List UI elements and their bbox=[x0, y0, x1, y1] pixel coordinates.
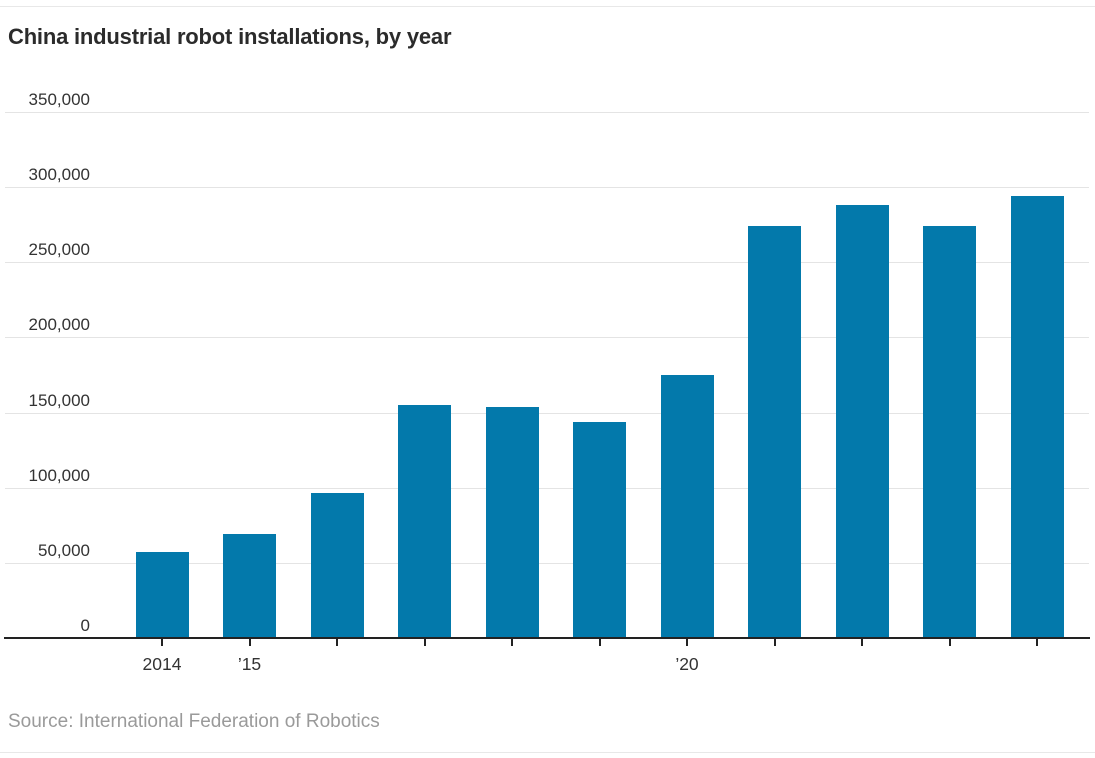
y-tick-label: 350,000 bbox=[28, 90, 90, 109]
x-tick-mark bbox=[598, 639, 601, 646]
bar-2014 bbox=[135, 552, 189, 637]
x-tick-label: 2014 bbox=[142, 654, 182, 674]
bar-2018 bbox=[485, 406, 539, 637]
gridline bbox=[5, 337, 1089, 339]
y-tick-label: 200,000 bbox=[28, 315, 90, 335]
x-tick-mark bbox=[948, 639, 951, 646]
bottom-divider bbox=[0, 752, 1095, 753]
x-tick-label: ’15 bbox=[237, 654, 262, 674]
chart-title: China industrial robot installations, by… bbox=[8, 24, 452, 49]
bar-2015 bbox=[223, 534, 276, 637]
gridline bbox=[5, 487, 1089, 489]
bar-2020 bbox=[660, 375, 714, 637]
y-tick-label: 150,000 bbox=[28, 390, 90, 410]
x-tick-mark bbox=[861, 639, 863, 646]
x-tick-mark bbox=[773, 639, 776, 646]
x-tick-mark bbox=[248, 639, 251, 646]
x-tick-mark bbox=[336, 639, 338, 646]
gridline bbox=[5, 412, 1089, 414]
bar-2022 bbox=[835, 205, 889, 637]
x-tick-mark bbox=[1036, 639, 1038, 646]
x-tick-mark bbox=[423, 639, 426, 646]
bar-2016 bbox=[310, 492, 364, 637]
x-tick-label: ’20 bbox=[675, 654, 699, 674]
y-tick-label: 100,000 bbox=[28, 465, 90, 485]
x-axis-baseline bbox=[4, 637, 1090, 639]
bar-2019 bbox=[573, 421, 626, 637]
x-tick-mark bbox=[161, 639, 163, 646]
bar-2017 bbox=[398, 405, 451, 637]
y-tick-label: 50,000 bbox=[38, 540, 90, 560]
top-divider bbox=[0, 6, 1095, 7]
bar-2021 bbox=[748, 226, 801, 637]
gridline bbox=[5, 187, 1089, 189]
gridline bbox=[5, 112, 1089, 113]
y-tick-label: 0 bbox=[80, 616, 90, 635]
gridline bbox=[5, 262, 1089, 264]
y-tick-label: 300,000 bbox=[28, 165, 90, 185]
gridline bbox=[5, 562, 1089, 564]
x-tick-mark bbox=[686, 639, 688, 646]
bar-2023 bbox=[923, 226, 976, 637]
x-tick-mark bbox=[511, 639, 513, 646]
y-tick-label: 250,000 bbox=[28, 240, 90, 260]
source-attribution: Source: International Federation of Robo… bbox=[8, 711, 380, 732]
bar-2024 bbox=[1010, 196, 1064, 637]
